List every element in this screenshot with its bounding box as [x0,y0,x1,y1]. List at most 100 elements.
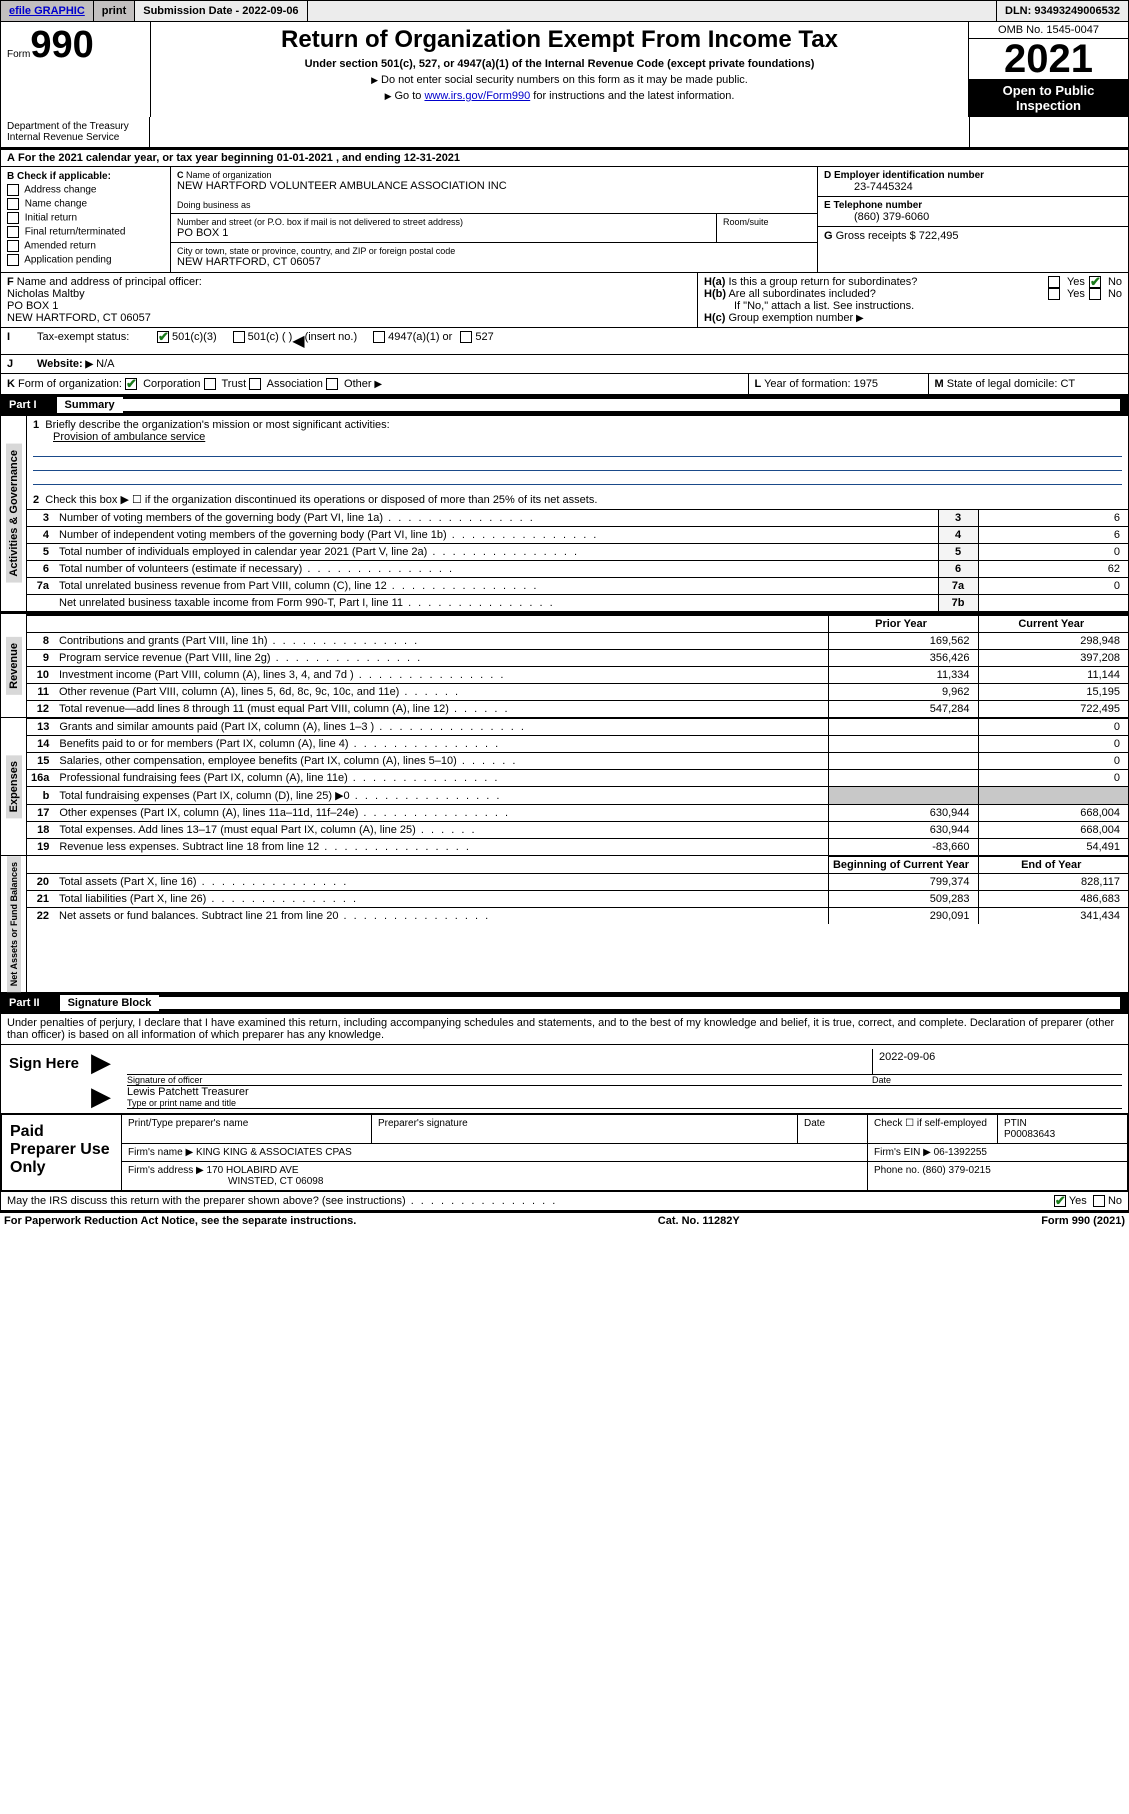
efile-link[interactable]: efile GRAPHIC [9,5,85,17]
irs-link[interactable]: www.irs.gov/Form990 [424,90,530,102]
col-DEG: D Employer identification number 23-7445… [818,167,1128,272]
summary-row: 5Total number of individuals employed in… [27,544,1128,561]
i-row: I Tax-exempt status: 501(c)(3) 501(c) ( … [1,328,1128,355]
b-checkbox[interactable] [7,184,19,196]
j-label: Website: [37,358,93,370]
prior-year-header: Prior Year [828,615,978,633]
dln-label: DLN: [1005,5,1031,17]
netassets-table: Beginning of Current Year End of Year 20… [27,856,1128,924]
k-corp-checkbox[interactable] [125,378,137,390]
d-block: D Employer identification number 23-7445… [818,167,1128,197]
form-title: Return of Organization Exempt From Incom… [161,26,958,54]
line2-block: 2 Check this box ▶ ☐ if the organization… [27,490,1128,509]
part1-num: Part I [9,399,57,411]
form-header: Form990 Return of Organization Exempt Fr… [0,22,1129,117]
col-C: C Name of organization NEW HARTFORD VOLU… [171,167,818,272]
j-row: J Website: N/A [1,355,1128,374]
b-checkbox[interactable] [7,212,19,224]
part1-body: Activities & Governance 1 Briefly descri… [0,416,1129,612]
summary-row: 7aTotal unrelated business revenue from … [27,578,1128,595]
k-assoc-checkbox[interactable] [249,378,261,390]
ptin-label: PTIN [1004,1118,1027,1129]
type-name-label: Type or print name and title [127,1098,1122,1109]
tab-netassets: Net Assets or Fund Balances [1,856,27,992]
fh-row: F Name and address of principal officer:… [1,273,1128,328]
efile-graphic-link[interactable]: efile GRAPHIC [1,1,94,21]
officer-addr1: PO BOX 1 [7,300,58,312]
summary-row: 10Investment income (Part VIII, column (… [27,667,1128,684]
open-public-badge: Open to Public Inspection [969,79,1128,117]
discuss-yes-checkbox[interactable] [1054,1195,1066,1207]
ha-no-checkbox[interactable] [1089,276,1101,288]
year-box: OMB No. 1545-0047 2021 Open to Public In… [968,22,1128,117]
hb-yes-checkbox[interactable] [1048,288,1060,300]
c-name-label: Name of organization [186,170,272,180]
c-city-row: City or town, state or province, country… [171,243,817,271]
i-527-checkbox[interactable] [460,331,472,343]
b-checkbox[interactable] [7,198,19,210]
year-formation: 1975 [854,378,878,390]
title-box: Return of Organization Exempt From Incom… [151,22,968,117]
mission-text: Provision of ambulance service [33,431,205,443]
form-note-2: Go to www.irs.gov/Form990 for instructio… [161,90,958,102]
sign-here-label: Sign Here [1,1045,91,1113]
officer-typed-name: Lewis Patchett Treasurer [127,1086,1122,1098]
d-label: Employer identification number [834,170,984,181]
summary-row: 16aProfessional fundraising fees (Part I… [27,770,1128,787]
submission-date: 2022-09-06 [242,5,298,17]
A-prefix: A [7,152,15,164]
i-501c3-checkbox[interactable] [157,331,169,343]
submission-label: Submission Date [143,5,232,17]
arrow-icon: ▶ [91,1047,121,1078]
paid-preparer-block: Paid Preparer Use Only Print/Type prepar… [0,1114,1129,1192]
b-option: Address change [7,184,164,196]
hb-label: Are all subordinates included? [728,288,875,300]
top-bar: efile GRAPHIC print Submission Date - 20… [0,0,1129,22]
firm-addr-label: Firm's address ▶ [128,1165,204,1176]
discuss-row: May the IRS discuss this return with the… [0,1192,1129,1211]
summary-row: 4Number of independent voting members of… [27,527,1128,544]
line1-block: 1 Briefly describe the organization's mi… [27,416,1128,490]
goto-spacer [150,117,969,147]
b-option: Name change [7,198,164,210]
k-label: Form of organization: [18,378,122,390]
ha-yes-checkbox[interactable] [1048,276,1060,288]
c-addr-row: Number and street (or P.O. box if mail i… [171,214,817,243]
i-501c-checkbox[interactable] [233,331,245,343]
form-subtitle: Under section 501(c), 527, or 4947(a)(1)… [161,58,958,70]
dept-row: Department of the Treasury Internal Reve… [0,117,1129,148]
officer-addr2: NEW HARTFORD, CT 06057 [7,312,151,324]
summary-row: 20Total assets (Part X, line 16)799,3748… [27,874,1128,891]
firm-addr2: WINSTED, CT 06098 [128,1176,323,1187]
date-label: Date [872,1075,1122,1085]
b-option: Amended return [7,240,164,252]
hb-no-checkbox[interactable] [1089,288,1101,300]
tab-governance: Activities & Governance [1,416,27,611]
netassets-section: Net Assets or Fund Balances Beginning of… [0,856,1129,993]
end-year-header: End of Year [978,857,1128,874]
b-option: Application pending [7,254,164,266]
k-trust-checkbox[interactable] [204,378,216,390]
k-other-checkbox[interactable] [326,378,338,390]
discuss-no-checkbox[interactable] [1093,1195,1105,1207]
summary-row: 9Program service revenue (Part VIII, lin… [27,650,1128,667]
b-checkbox[interactable] [7,254,19,266]
sig-date: 2022-09-06 [872,1049,1122,1074]
gross-receipts: 722,495 [919,230,959,242]
dln-cell: DLN: 93493249006532 [997,1,1128,21]
c-name-block: C Name of organization NEW HARTFORD VOLU… [171,167,817,214]
hc-label: Group exemption number [728,312,863,324]
part2-header: Part II Signature Block [0,993,1129,1014]
domicile-state: CT [1060,378,1075,390]
dept-label: Department of the Treasury Internal Reve… [0,117,150,147]
print-button[interactable]: print [94,1,135,21]
b-checkbox[interactable] [7,226,19,238]
sig-officer-label: Signature of officer [127,1075,872,1085]
paid-preparer-label: Paid Preparer Use Only [1,1114,121,1191]
i-4947-checkbox[interactable] [373,331,385,343]
bc-de-row: B Check if applicable: Address change Na… [1,167,1128,273]
b-checkbox[interactable] [7,240,19,252]
self-employed-check: Check ☐ if self-employed [868,1115,998,1144]
line2-text: Check this box ▶ ☐ if the organization d… [45,494,597,506]
h-block: H(a) Is this a group return for subordin… [698,273,1128,327]
